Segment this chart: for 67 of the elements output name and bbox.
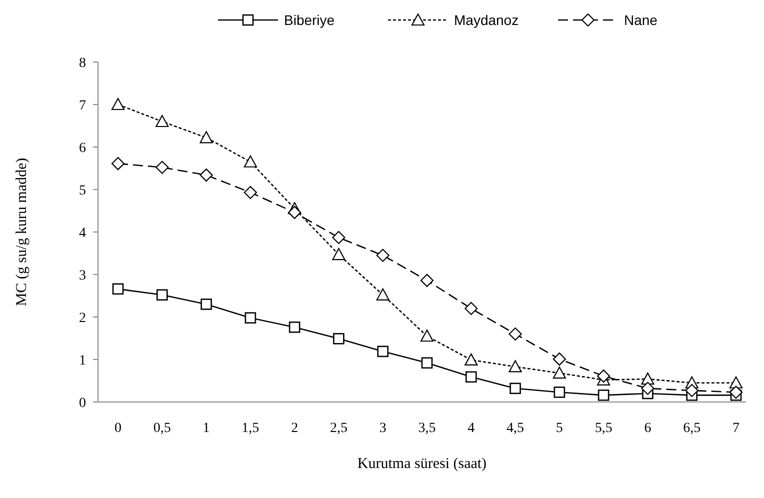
y-axis-title: MC (g su/g kuru madde)	[14, 158, 30, 306]
point	[376, 288, 390, 300]
point	[552, 352, 566, 366]
y-tick-label: 7	[79, 98, 86, 114]
point	[508, 327, 522, 341]
x-tick-label: 1	[202, 421, 210, 436]
point	[508, 360, 522, 372]
point	[244, 186, 257, 200]
point	[156, 114, 169, 128]
x-tick-label: 1,5	[242, 421, 260, 436]
x-axis-title: Kurutma süresi (saat)	[357, 456, 487, 472]
y-tick-label: 0	[79, 396, 86, 411]
legend-label: Maydanoz	[454, 12, 519, 28]
point	[552, 366, 566, 379]
x-tick-label: 2	[291, 421, 298, 436]
point	[376, 248, 390, 262]
y-tick-label: 2	[79, 310, 86, 326]
y-tick-label: 1	[79, 353, 86, 368]
x-tick-label: 4	[468, 421, 475, 436]
x-tick-label: 5,5	[594, 421, 612, 436]
point	[332, 248, 346, 260]
point	[641, 382, 654, 395]
y-tick-label: 8	[79, 56, 86, 71]
point	[200, 298, 212, 310]
point	[729, 386, 743, 399]
point	[420, 274, 434, 287]
point	[200, 168, 213, 182]
point	[464, 302, 478, 316]
point	[288, 206, 302, 219]
point	[244, 155, 257, 168]
point	[156, 160, 169, 174]
point	[111, 157, 125, 170]
x-tick-label: 3,5	[418, 421, 436, 436]
legend-label: Nane	[624, 12, 658, 28]
point	[111, 98, 125, 110]
x-tick-label: 3	[379, 421, 386, 436]
point	[464, 353, 478, 366]
point	[597, 370, 610, 383]
point	[510, 382, 521, 394]
x-tick-label: 6	[644, 421, 652, 436]
x-tick-label: 7	[732, 421, 740, 436]
y-tick-label: 4	[79, 226, 86, 241]
point	[156, 289, 168, 301]
x-tick-label: 4,5	[506, 421, 524, 436]
point	[112, 283, 124, 295]
point	[332, 230, 346, 244]
point	[420, 330, 434, 342]
x-tick-label: 2,5	[330, 421, 348, 436]
x-tick-label: 6,5	[683, 421, 701, 436]
point	[333, 333, 344, 344]
point	[554, 386, 566, 398]
x-tick-label: 0	[114, 421, 122, 436]
point	[641, 372, 654, 385]
x-tick-label: 0,5	[153, 421, 171, 436]
point	[244, 312, 256, 324]
x-tick-label: 5	[556, 421, 563, 436]
point	[288, 322, 300, 333]
y-tick-label: 3	[79, 268, 86, 284]
legend-label: Biberiye	[284, 12, 335, 28]
y-tick-label: 6	[79, 140, 86, 156]
point	[200, 131, 213, 144]
point	[685, 384, 698, 398]
point	[377, 346, 389, 358]
y-tick-label: 5	[79, 183, 86, 198]
point	[465, 371, 477, 383]
point	[421, 357, 433, 369]
point	[598, 390, 610, 401]
